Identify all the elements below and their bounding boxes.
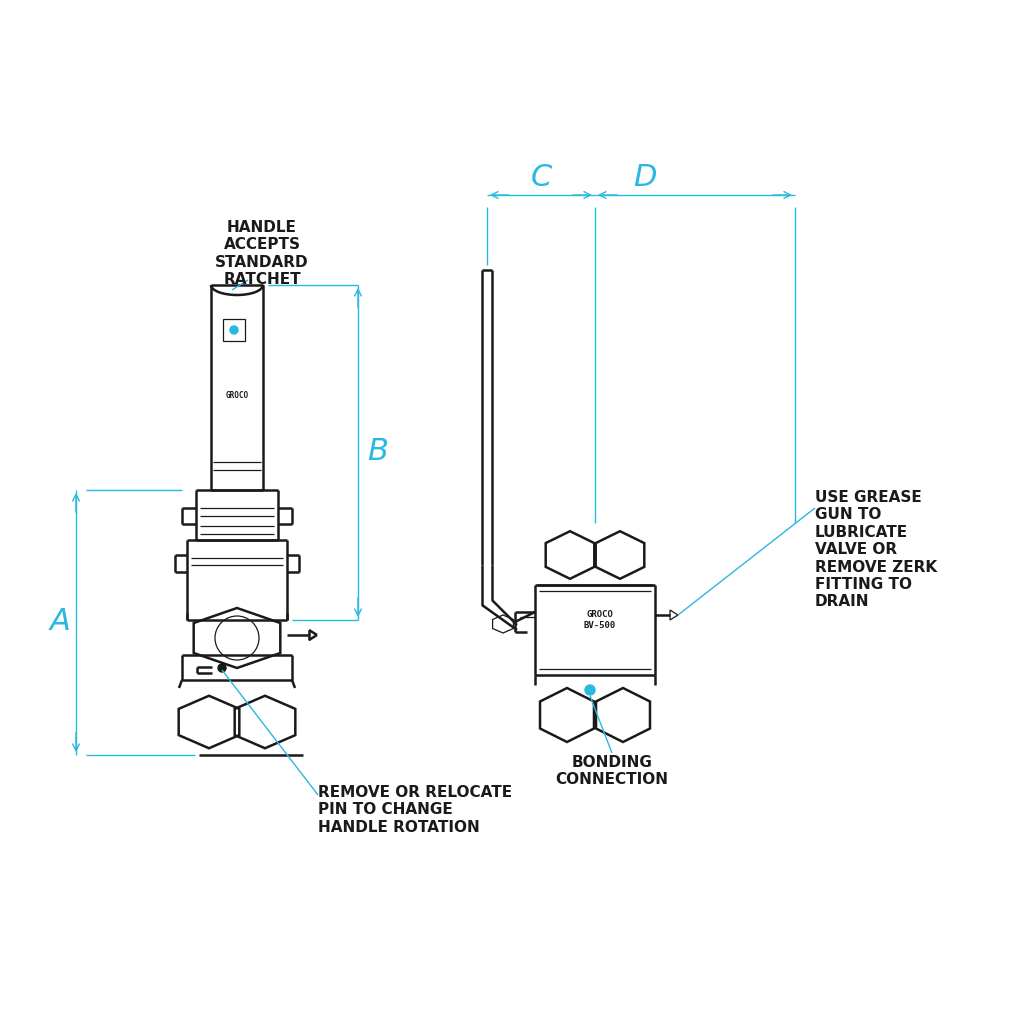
Text: HANDLE
ACCEPTS
STANDARD
RATCHET: HANDLE ACCEPTS STANDARD RATCHET xyxy=(215,220,309,287)
Text: BONDING
CONNECTION: BONDING CONNECTION xyxy=(555,755,669,787)
Text: B: B xyxy=(368,437,388,467)
Text: GROCO
BV-500: GROCO BV-500 xyxy=(584,610,616,630)
Circle shape xyxy=(585,685,595,695)
Circle shape xyxy=(218,664,226,672)
Circle shape xyxy=(230,326,238,334)
Text: GROCO: GROCO xyxy=(225,390,249,399)
Text: C: C xyxy=(530,163,552,191)
Text: D: D xyxy=(633,163,656,191)
Text: REMOVE OR RELOCATE
PIN TO CHANGE
HANDLE ROTATION: REMOVE OR RELOCATE PIN TO CHANGE HANDLE … xyxy=(318,785,512,835)
Text: USE GREASE
GUN TO
LUBRICATE
VALVE OR
REMOVE ZERK
FITTING TO
DRAIN: USE GREASE GUN TO LUBRICATE VALVE OR REM… xyxy=(815,490,937,609)
Text: A: A xyxy=(49,607,71,637)
